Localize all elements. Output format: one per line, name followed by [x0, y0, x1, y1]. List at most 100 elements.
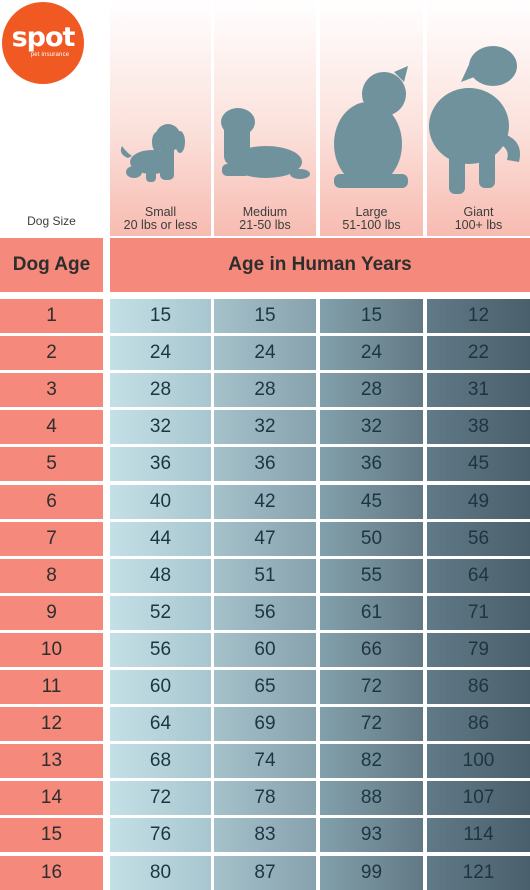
- human-years-cell: 47: [214, 522, 316, 556]
- human-years-cell: 100: [427, 744, 530, 778]
- logo-word: spot: [11, 21, 76, 53]
- human-years-cell: 28: [320, 373, 423, 407]
- human-years-cell: 56: [214, 596, 316, 630]
- human-years-cell: 64: [427, 559, 530, 593]
- human-years-cell: 88: [320, 781, 423, 815]
- table-row: 3 28 28 28 31: [0, 373, 530, 407]
- human-years-cell: 15: [320, 299, 423, 333]
- human-years-cell: 45: [427, 447, 530, 481]
- human-years-cell: 61: [320, 596, 423, 630]
- dog-size-label: Dog Size: [27, 214, 76, 228]
- human-years-cell: 28: [110, 373, 211, 407]
- human-years-cell: 15: [110, 299, 211, 333]
- dog-age-cell: 2: [0, 336, 103, 370]
- human-years-cell: 83: [214, 818, 316, 852]
- table-row: 6 40 42 45 49: [0, 485, 530, 519]
- human-years-cell: 36: [110, 447, 211, 481]
- human-years-cell: 24: [214, 336, 316, 370]
- logo-subtitle: pet insurance: [30, 51, 70, 58]
- size-column-large: Large 51-100 lbs: [320, 0, 423, 236]
- dog-age-cell: 5: [0, 447, 103, 481]
- size-giant-name: Giant: [463, 205, 494, 219]
- size-medium-range: 21-50 lbs: [239, 218, 291, 232]
- human-years-cell: 65: [214, 670, 316, 704]
- table-row: 13 68 74 82 100: [0, 744, 530, 778]
- human-years-cell: 93: [320, 818, 423, 852]
- large-dog-icon: [334, 66, 408, 188]
- human-years-cell: 72: [110, 781, 211, 815]
- human-years-cell: 32: [214, 410, 316, 444]
- human-years-cell: 48: [110, 559, 211, 593]
- dog-age-cell: 8: [0, 559, 103, 593]
- human-years-cell: 72: [320, 707, 423, 741]
- small-dog-icon: [120, 124, 185, 182]
- human-years-cell: 86: [427, 670, 530, 704]
- human-years-cell: 52: [110, 596, 211, 630]
- human-years-cell: 71: [427, 596, 530, 630]
- human-years-cell: 36: [214, 447, 316, 481]
- dog-age-cell: 3: [0, 373, 103, 407]
- table-row: 1 15 15 15 12: [0, 299, 530, 333]
- size-small-name: Small: [144, 205, 177, 219]
- dog-age-cell: 12: [0, 707, 103, 741]
- human-years-cell: 68: [110, 744, 211, 778]
- table-row: 5 36 36 36 45: [0, 447, 530, 481]
- size-column-medium: Medium 21-50 lbs: [214, 0, 316, 236]
- dog-age-cell: 1: [0, 299, 103, 333]
- table-row: 12 64 69 72 86: [0, 707, 530, 741]
- table-row: 14 72 78 88 107: [0, 781, 530, 815]
- table-row: 2 24 24 24 22: [0, 336, 530, 370]
- human-years-cell: 49: [427, 485, 530, 519]
- size-large-name: Large: [355, 205, 388, 219]
- human-years-cell: 72: [320, 670, 423, 704]
- dog-age-cell: 7: [0, 522, 103, 556]
- human-years-cell: 24: [320, 336, 423, 370]
- human-years-cell: 79: [427, 633, 530, 667]
- human-years-cell: 107: [427, 781, 530, 815]
- dog-age-cell: 14: [0, 781, 103, 815]
- human-years-cell: 78: [214, 781, 316, 815]
- human-years-cell: 45: [320, 485, 423, 519]
- human-years-cell: 44: [110, 522, 211, 556]
- human-years-cell: 40: [110, 485, 211, 519]
- human-years-cell: 38: [427, 410, 530, 444]
- human-years-cell: 56: [110, 633, 211, 667]
- human-years-cell: 56: [427, 522, 530, 556]
- dog-age-cell: 15: [0, 818, 103, 852]
- table-row: 15 76 83 93 114: [0, 818, 530, 852]
- dog-age-header: Dog Age: [0, 238, 103, 292]
- table-row: 16 80 87 99 121: [0, 856, 530, 890]
- dog-age-cell: 11: [0, 670, 103, 704]
- human-years-cell: 24: [110, 336, 211, 370]
- human-years-cell: 12: [427, 299, 530, 333]
- size-column-giant: Giant 100+ lbs: [427, 0, 530, 236]
- human-years-cell: 55: [320, 559, 423, 593]
- dog-age-cell: 4: [0, 410, 103, 444]
- human-years-cell: 28: [214, 373, 316, 407]
- spot-logo: spot pet insurance: [2, 2, 84, 84]
- medium-dog-icon: [221, 108, 310, 179]
- human-years-cell: 60: [214, 633, 316, 667]
- human-years-cell: 42: [214, 485, 316, 519]
- table-row: 8 48 51 55 64: [0, 559, 530, 593]
- dog-age-cell: 10: [0, 633, 103, 667]
- size-small-range: 20 lbs or less: [123, 218, 198, 232]
- size-giant-range: 100+ lbs: [454, 218, 503, 232]
- human-years-cell: 66: [320, 633, 423, 667]
- table-row: 7 44 47 50 56: [0, 522, 530, 556]
- human-years-cell: 80: [110, 856, 211, 890]
- human-years-cell: 36: [320, 447, 423, 481]
- human-years-cell: 60: [110, 670, 211, 704]
- table-row: 11 60 65 72 86: [0, 670, 530, 704]
- human-years-cell: 121: [427, 856, 530, 890]
- human-years-cell: 87: [214, 856, 316, 890]
- human-years-header: Age in Human Years: [110, 238, 530, 292]
- human-years-cell: 82: [320, 744, 423, 778]
- human-years-cell: 32: [320, 410, 423, 444]
- dog-age-cell: 9: [0, 596, 103, 630]
- human-years-cell: 22: [427, 336, 530, 370]
- human-years-cell: 50: [320, 522, 423, 556]
- dog-age-cell: 13: [0, 744, 103, 778]
- dog-age-cell: 6: [0, 485, 103, 519]
- human-years-cell: 99: [320, 856, 423, 890]
